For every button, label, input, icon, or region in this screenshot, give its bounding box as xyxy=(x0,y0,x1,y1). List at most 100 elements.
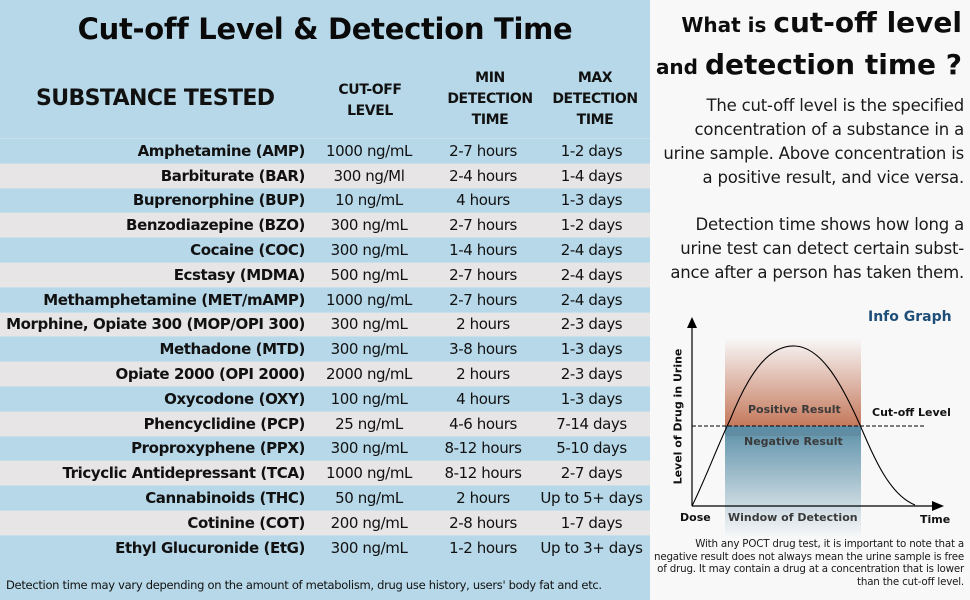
y-axis-label: Level of Drug in Urine xyxy=(671,348,685,485)
substance-name: Amphetamine (AMP) xyxy=(137,141,306,160)
table-row: Barbiturate (BAR) 300 ng/Ml 2-4 hours 1-4 d… xyxy=(0,162,650,188)
cutoff-value: 300 ng/mL xyxy=(330,216,408,235)
max-detection-time: 7-14 days xyxy=(556,414,627,433)
substance-name: Ecstasy (MDMA) xyxy=(173,265,306,284)
table-row: Amphetamine (AMP) 1000 ng/mL 2-7 hours 1-2 … xyxy=(0,138,650,163)
header-min-line: MIN xyxy=(475,70,505,86)
table-row: Cocaine (COC) 300 ng/mL 1-4 hours 2-4 days xyxy=(0,237,650,262)
header-cutoff-line: LEVEL xyxy=(347,103,393,119)
max-detection-time: 2-3 days xyxy=(560,365,623,384)
cutoff-table-panel: Cut-off Level & Detection Time SUBSTANCE… xyxy=(0,0,650,600)
max-detection-time: 2-4 days xyxy=(560,265,623,284)
substance-name: Benzodiazepine (BZO) xyxy=(126,216,305,235)
substance-name: Ethyl Glucuronide (EtG) xyxy=(115,538,305,557)
max-detection-time: 1-4 days xyxy=(560,166,623,185)
substance-name: Cocaine (COC) xyxy=(190,241,305,260)
negative-result-label: Negative Result xyxy=(744,435,843,448)
table-row: Buprenorphine (BUP) 10 ng/mL 4 hours 1-3 da… xyxy=(0,187,650,213)
substance-name: Phencyclidine (PCP) xyxy=(143,414,306,433)
min-detection-time: 2 hours xyxy=(456,489,510,508)
cutoff-value: 500 ng/mL xyxy=(330,265,408,284)
min-detection-time: 1-4 hours xyxy=(449,241,517,260)
cutoff-value: 100 ng/mL xyxy=(330,389,408,408)
cutoff-value: 50 ng/mL xyxy=(335,489,403,508)
y-axis-arrow-icon xyxy=(687,317,697,328)
positive-result-label: Positive Result xyxy=(748,403,841,416)
min-detection-time: 4 hours xyxy=(456,191,510,210)
question-heading-line1: What is cut-off level xyxy=(681,6,962,39)
positive-region xyxy=(725,338,861,436)
max-detection-time: 1-2 days xyxy=(560,141,623,160)
header-max-line: TIME xyxy=(576,112,614,128)
question-text: and xyxy=(655,55,705,79)
header-max-line: MAX xyxy=(577,70,613,86)
x-axis-arrow-icon xyxy=(932,501,944,511)
header-min-line: TIME xyxy=(471,112,509,128)
header-max-detection: MAX DETECTION TIME xyxy=(540,68,650,131)
max-detection-time: 1-7 days xyxy=(560,513,623,532)
cutoff-value: 1000 ng/mL xyxy=(326,464,412,483)
window-of-detection-label: Window of Detection xyxy=(728,511,858,524)
min-detection-time: 2-7 hours xyxy=(449,290,517,309)
cutoff-value: 300 ng/mL xyxy=(330,340,408,359)
cutoff-value: 10 ng/mL xyxy=(335,191,403,210)
header-cutoff-level: CUT-OFF LEVEL xyxy=(310,80,430,122)
cutoff-value: 300 ng/mL xyxy=(330,538,408,557)
min-detection-time: 2-8 hours xyxy=(449,513,517,532)
info-graph-title: Info Graph xyxy=(868,309,952,325)
cutoff-level-label: Cut-off Level xyxy=(872,406,951,419)
question-text: What is xyxy=(681,13,774,37)
min-detection-time: 4-6 hours xyxy=(449,414,517,433)
max-detection-time: 1-3 days xyxy=(560,389,623,408)
cutoff-value: 2000 ng/mL xyxy=(326,365,412,384)
header-min-detection: MIN DETECTION TIME xyxy=(435,68,545,131)
header-substance-tested: SUBSTANCE TESTED xyxy=(36,86,275,111)
table-row: Opiate 2000 (OPI 2000) 2000 ng/mL 2 hours 2… xyxy=(0,361,650,386)
table-row: Methadone (MTD) 300 ng/mL 3-8 hours 1-3 day… xyxy=(0,336,650,362)
drug-level-curve xyxy=(691,345,916,507)
table-row: Ecstasy (MDMA) 500 ng/mL 2-7 hours 2-4 days xyxy=(0,261,650,287)
table-row: Proproxyphene (PPX) 300 ng/mL 8-12 hours 5-… xyxy=(0,435,650,461)
min-detection-time: 2-4 hours xyxy=(449,166,517,185)
substance-table: Amphetamine (AMP) 1000 ng/mL 2-7 hours 1-2 … xyxy=(0,138,650,560)
substance-name: Cotinine (COT) xyxy=(187,513,305,532)
substance-name: Tricyclic Antidepressant (TCA) xyxy=(62,464,305,483)
cutoff-definition: The cut-off level is the specified conce… xyxy=(663,96,964,187)
cutoff-value: 300 ng/mL xyxy=(330,315,408,334)
header-min-line: DETECTION xyxy=(447,91,533,107)
min-detection-time: 2-7 hours xyxy=(449,265,517,284)
cutoff-value: 300 ng/Ml xyxy=(333,166,405,185)
question-emphasis: detection time ? xyxy=(704,48,962,81)
substance-name: Oxycodone (OXY) xyxy=(164,389,305,408)
substance-name: Methamphetamine (MET/mAMP) xyxy=(43,290,305,309)
substance-name: Buprenorphine (BUP) xyxy=(132,191,306,210)
max-detection-time: 2-4 days xyxy=(560,290,623,309)
min-detection-time: 2 hours xyxy=(456,315,510,334)
footnote: Detection time may vary depending on the… xyxy=(6,578,602,592)
substance-name: Cannabinoids (THC) xyxy=(145,489,305,508)
info-graph: Info Graph Level of Drug in Urine Positi… xyxy=(650,300,970,540)
cutoff-value: 1000 ng/mL xyxy=(326,141,412,160)
max-detection-time: 1-2 days xyxy=(560,216,623,235)
detection-time-definition: Detection time shows how long a urine te… xyxy=(670,215,964,282)
cutoff-value: 300 ng/mL xyxy=(330,241,408,260)
explanation-panel: What is cut-off level and detection time… xyxy=(650,0,970,600)
min-detection-time: 3-8 hours xyxy=(449,340,517,359)
info-graph-svg xyxy=(687,317,944,538)
substance-name: Barbiturate (BAR) xyxy=(160,166,306,185)
header-cutoff-line: CUT-OFF xyxy=(338,82,402,98)
cutoff-value: 300 ng/mL xyxy=(330,439,408,458)
substance-name: Morphine, Opiate 300 (MOP/OPI 300) xyxy=(6,315,305,334)
question-emphasis: cut-off level xyxy=(773,6,962,39)
min-detection-time: 2-7 hours xyxy=(449,216,517,235)
max-detection-time: 1-3 days xyxy=(560,191,623,210)
min-detection-time: 4 hours xyxy=(456,389,510,408)
max-detection-time: Up to 3+ days xyxy=(540,538,643,557)
table-row: Ethyl Glucuronide (EtG) 300 ng/mL 1-2 hour… xyxy=(0,534,650,560)
max-detection-time: 2-4 days xyxy=(560,241,623,260)
max-detection-time: 1-3 days xyxy=(560,340,623,359)
substance-name: Methadone (MTD) xyxy=(159,340,305,359)
negative-region xyxy=(725,426,861,538)
table-row: Morphine, Opiate 300 (MOP/OPI 300) 300 ng… xyxy=(0,311,650,337)
disclaimer: With any POCT drug test, it is important… xyxy=(654,538,964,588)
